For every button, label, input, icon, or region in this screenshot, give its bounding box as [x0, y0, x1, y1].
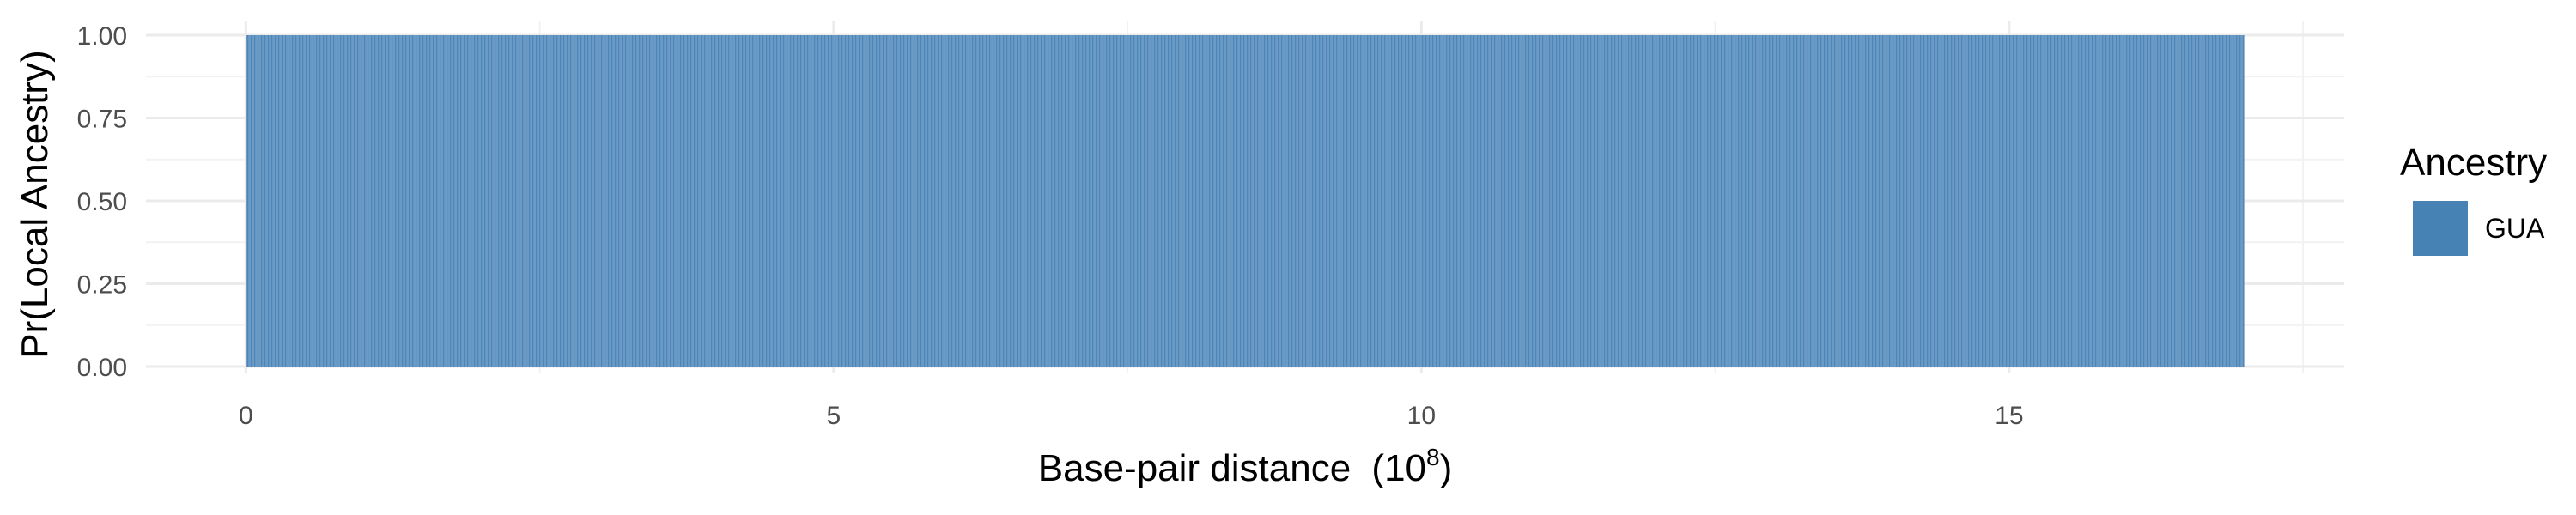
x-tick-label: 0	[239, 402, 253, 430]
legend-swatch-gua	[2413, 201, 2468, 256]
x-axis-title-unit-close: )	[1440, 447, 1453, 489]
x-axis-ticks: 0 5 10 15	[239, 402, 2024, 430]
x-tick-label: 5	[827, 402, 841, 430]
x-axis-title-unit-exponent: 8	[1426, 444, 1440, 470]
x-axis-title-text: Base-pair distance	[1038, 447, 1351, 489]
y-tick-label: 0.25	[77, 271, 127, 300]
bars-layer	[246, 35, 2245, 367]
y-tick-label: 1.00	[77, 22, 127, 51]
y-tick-label: 0.75	[77, 106, 127, 134]
x-axis-title: Base-pair distance (108)	[1038, 444, 1453, 489]
x-axis-title-unit-open: (	[1371, 447, 1384, 489]
x-tick-label: 15	[1995, 402, 2023, 430]
y-tick-label: 0.00	[77, 354, 127, 382]
x-axis-title-unit-base: 10	[1384, 447, 1426, 489]
legend: Ancestry GUA	[2400, 142, 2547, 256]
y-axis-title: Pr(Local Ancestry)	[14, 50, 56, 358]
y-axis-ticks: 0.00 0.25 0.50 0.75 1.00	[77, 22, 127, 382]
legend-title: Ancestry	[2400, 142, 2547, 184]
legend-label-gua: GUA	[2485, 213, 2545, 244]
x-tick-label: 10	[1407, 402, 1436, 430]
y-tick-label: 0.50	[77, 188, 127, 216]
bar-gua	[246, 35, 2245, 367]
